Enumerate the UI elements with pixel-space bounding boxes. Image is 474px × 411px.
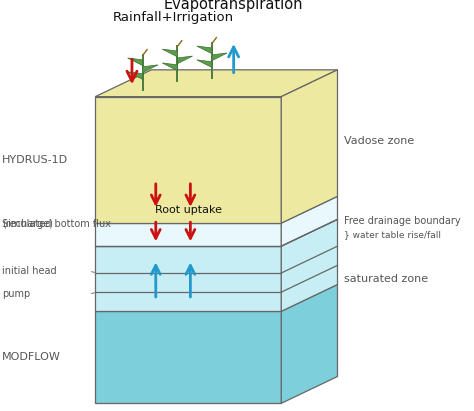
Text: Free drainage boundary: Free drainage boundary — [344, 216, 461, 226]
Polygon shape — [95, 223, 281, 246]
Polygon shape — [162, 63, 177, 71]
Text: Root uptake: Root uptake — [155, 206, 222, 215]
Polygon shape — [95, 97, 281, 223]
Text: Simulated bottom flux: Simulated bottom flux — [2, 219, 111, 229]
Text: pump: pump — [2, 289, 30, 299]
Polygon shape — [197, 46, 212, 54]
Polygon shape — [95, 196, 337, 223]
Text: (recharge): (recharge) — [2, 207, 53, 229]
Polygon shape — [162, 49, 177, 57]
Polygon shape — [281, 196, 337, 246]
Polygon shape — [212, 53, 227, 61]
Text: Rainfall+Irrigation: Rainfall+Irrigation — [112, 11, 234, 24]
Text: initial head: initial head — [2, 266, 57, 276]
Polygon shape — [281, 219, 337, 311]
Polygon shape — [95, 311, 281, 403]
Polygon shape — [128, 58, 143, 66]
Text: MODFLOW: MODFLOW — [2, 352, 61, 363]
Polygon shape — [197, 60, 212, 67]
Polygon shape — [281, 284, 337, 403]
Polygon shape — [128, 72, 143, 79]
Text: } water table rise/fall: } water table rise/fall — [344, 230, 441, 239]
Polygon shape — [143, 65, 158, 73]
Text: HYDRUS-1D: HYDRUS-1D — [2, 155, 68, 165]
Polygon shape — [281, 70, 337, 223]
Polygon shape — [95, 70, 337, 97]
Text: saturated zone: saturated zone — [344, 274, 428, 284]
Polygon shape — [177, 56, 192, 64]
Polygon shape — [95, 284, 337, 311]
Text: Evapotranspiration: Evapotranspiration — [164, 0, 303, 12]
Polygon shape — [95, 246, 281, 311]
Text: Vadose zone: Vadose zone — [344, 136, 414, 146]
Polygon shape — [95, 219, 337, 246]
